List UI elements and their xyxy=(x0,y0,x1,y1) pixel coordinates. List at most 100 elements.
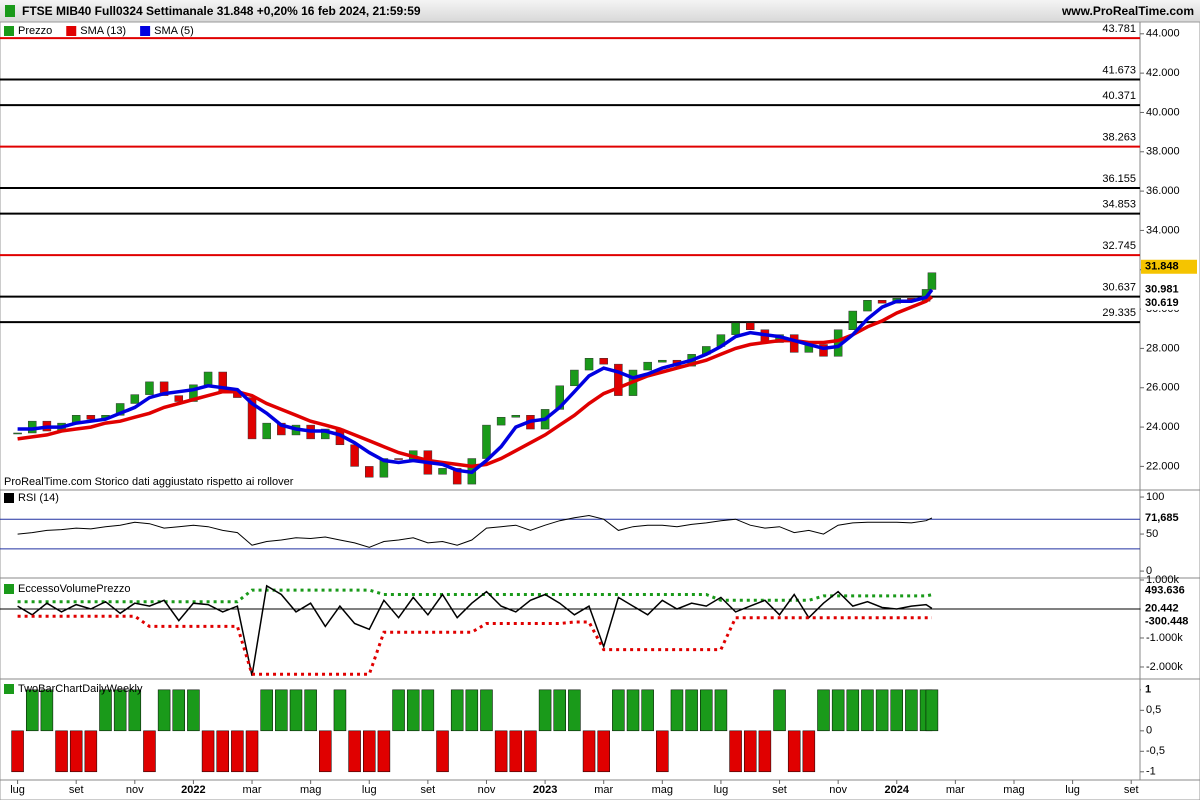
signal-bar xyxy=(480,689,493,732)
x-tick-label: mag xyxy=(1003,784,1024,796)
price-level-label: 29.335 xyxy=(1102,307,1136,319)
y-tick-label: -1 xyxy=(1146,766,1156,778)
signal-bar xyxy=(597,730,610,773)
legend-label: TwoBarChartDailyWeekly xyxy=(18,683,143,695)
candle xyxy=(643,361,652,371)
signal-bar xyxy=(11,730,24,773)
signal-bar xyxy=(465,689,479,732)
volume-line xyxy=(17,584,933,676)
signal-bar xyxy=(216,730,229,773)
signal-bar xyxy=(143,730,156,773)
price-level-label: 36.155 xyxy=(1102,173,1136,185)
candle xyxy=(350,444,359,467)
legend-swatch xyxy=(4,26,14,36)
x-tick-label: set xyxy=(1124,784,1139,796)
signal-bar xyxy=(201,730,215,773)
signal-bar xyxy=(377,730,391,773)
legend-label: SMA (5) xyxy=(154,25,194,37)
y-tick-label: 38.000 xyxy=(1146,146,1180,158)
signal-bar xyxy=(700,689,713,732)
signal-bar xyxy=(831,689,845,732)
y-tick-label: 22.000 xyxy=(1146,460,1180,472)
candle xyxy=(130,394,140,404)
candle xyxy=(189,384,198,402)
x-tick-label: 2024 xyxy=(885,784,910,796)
x-tick-label: lug xyxy=(1065,784,1080,796)
signal-bar xyxy=(890,689,904,732)
candle xyxy=(511,415,521,418)
signal-bar xyxy=(406,689,420,732)
value-badge-label: 31.848 xyxy=(1145,261,1179,273)
candle xyxy=(13,432,22,435)
x-tick-label: mar xyxy=(946,784,965,796)
x-tick-label: mag xyxy=(300,784,321,796)
signal-bar xyxy=(289,689,303,732)
candle xyxy=(848,310,858,330)
signal-bar xyxy=(524,730,537,773)
signal-bar xyxy=(363,730,376,773)
candle xyxy=(863,299,872,312)
value-badge xyxy=(1141,583,1197,598)
signal-bar xyxy=(187,689,200,732)
candle xyxy=(584,358,594,371)
candle xyxy=(438,468,447,475)
legend-swatch xyxy=(4,684,14,694)
value-badge-label: 20.442 xyxy=(1145,602,1179,614)
signal-bar xyxy=(714,689,728,732)
signal-bar xyxy=(802,730,816,773)
y-tick-label: 28.000 xyxy=(1146,342,1180,354)
legend-label: SMA (13) xyxy=(80,25,126,37)
x-tick-label: set xyxy=(69,784,84,796)
legend-swatch xyxy=(4,493,14,503)
value-badge-label: 71,685 xyxy=(1145,512,1179,524)
signal-bar xyxy=(925,689,939,732)
candle xyxy=(789,334,799,353)
signal-bar xyxy=(538,689,552,732)
signal-bar xyxy=(40,689,54,732)
signal-bar xyxy=(333,689,347,732)
candle xyxy=(145,381,154,395)
candle xyxy=(262,422,271,440)
value-badge xyxy=(1141,295,1197,310)
candle xyxy=(819,344,828,357)
signal-bar xyxy=(846,689,860,732)
candle xyxy=(877,299,887,304)
legend-swatch xyxy=(140,26,151,36)
signal-bar xyxy=(421,689,435,732)
value-badge-label: 493.636 xyxy=(1145,585,1185,597)
signal-bar xyxy=(436,730,449,773)
x-tick-label: 2022 xyxy=(181,784,205,796)
y-tick-label: 44.000 xyxy=(1146,28,1180,40)
volume-line xyxy=(17,614,932,676)
signal-bar xyxy=(685,689,698,732)
x-tick-label: mag xyxy=(652,784,673,796)
signal-bar xyxy=(612,689,625,732)
y-tick-label: -2.000k xyxy=(1146,661,1183,673)
rsi-line xyxy=(17,514,933,548)
price-level-label: 40.371 xyxy=(1102,90,1136,102)
y-tick-label: 40.000 xyxy=(1146,106,1180,118)
candle xyxy=(174,395,184,402)
x-tick-label: set xyxy=(421,784,436,796)
candle xyxy=(115,403,125,416)
chart-title: FTSE MIB40 Full0324 Settimanale 31.848 +… xyxy=(22,4,421,18)
signal-bar xyxy=(348,730,361,773)
signal-bar xyxy=(128,689,142,732)
signal-bar xyxy=(231,730,244,773)
signal-bar xyxy=(260,689,273,732)
header-bar xyxy=(0,0,1200,22)
y-tick-label: 24.000 xyxy=(1146,421,1180,433)
signal-bar xyxy=(670,689,684,732)
candle xyxy=(365,466,374,478)
signal-bar xyxy=(113,689,127,732)
value-badge xyxy=(1141,614,1197,629)
signal-bar xyxy=(568,689,581,732)
y-tick-label: 34.000 xyxy=(1146,224,1180,236)
signal-bar xyxy=(450,689,464,732)
site-link[interactable]: www.ProRealTime.com xyxy=(1061,4,1194,18)
y-tick-label: 26.000 xyxy=(1146,382,1180,394)
signal-bar xyxy=(157,689,171,732)
value-badge xyxy=(1141,682,1197,697)
